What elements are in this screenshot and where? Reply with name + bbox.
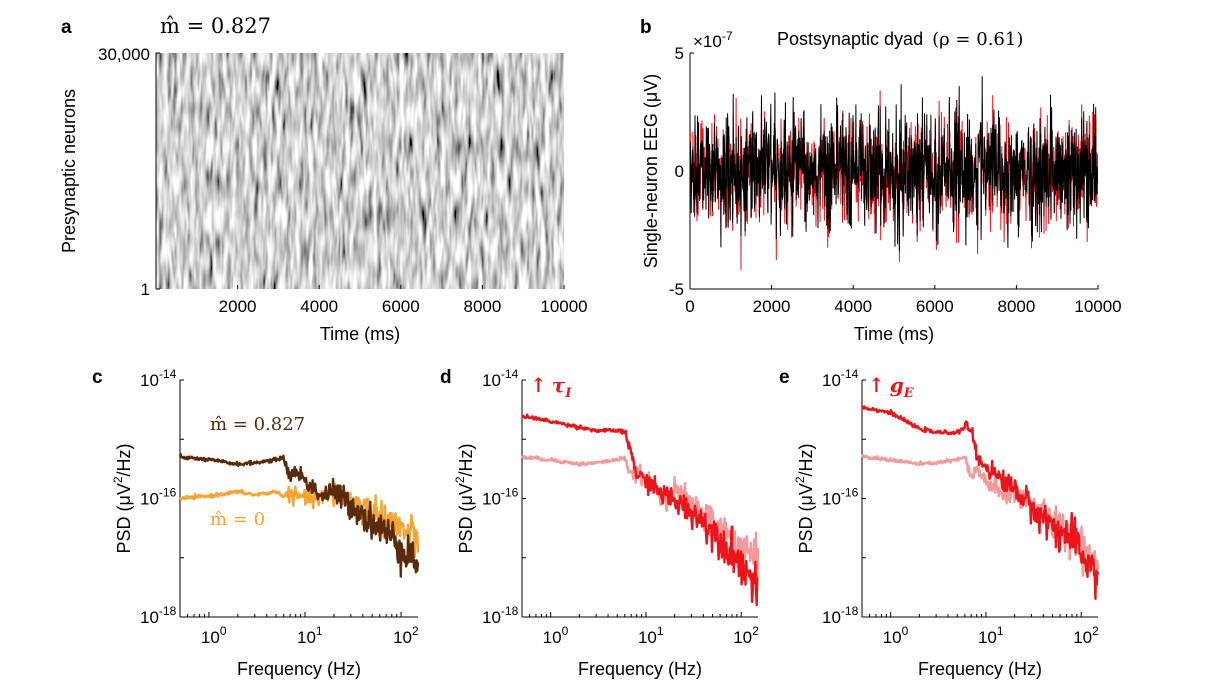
- panel-a-xtick-label: 10000: [540, 297, 587, 316]
- panel-a-title: m̂ = 0.827: [160, 14, 271, 38]
- panel-letter-d: d: [440, 367, 452, 388]
- psd-series-line: [178, 452, 420, 578]
- panel-b-traces: 0 2000 4000 6000 8000 10000-505 ×10-7 Postsyn…: [641, 29, 1122, 344]
- psd-ytick-label: 10-16: [140, 486, 177, 509]
- psd-xtick-label: 101: [638, 624, 664, 647]
- psd-xtick-label: 101: [297, 624, 323, 647]
- trace-black-neuron: [690, 76, 1098, 252]
- panel-letter-c: c: [92, 367, 103, 388]
- panel-b-xlabel: Time (ms): [854, 324, 934, 344]
- panel-b-ytick-label: 0: [675, 162, 684, 181]
- panel-b-xtick-label: 0: [685, 297, 694, 316]
- panel-a-xtick-label: 8000: [463, 297, 501, 316]
- psd-xtick-label: 100: [883, 624, 909, 647]
- psd-xlabel: Frequency (Hz): [578, 659, 702, 679]
- panel-a-raster: m̂ = 0.827 2000 4000 6000 8000 10000 30,000 …: [59, 14, 588, 344]
- psd-ytick-label: 10-14: [140, 367, 177, 390]
- panel-b-xtick-label: 4000: [834, 297, 872, 316]
- psd-series-line: [860, 405, 1100, 600]
- psd-ylabel: PSD (μV2/Hz): [453, 443, 476, 553]
- panel-a-ytick-top: 30,000: [98, 45, 150, 64]
- panel-a-xtick-label: 2000: [219, 297, 257, 316]
- psd-ytick-label: 10-14: [822, 367, 859, 390]
- panel-a-xtick-label: 4000: [300, 297, 338, 316]
- panel-b-xtick-label: 10000: [1074, 297, 1121, 316]
- panel-b-xtick-label: 6000: [916, 297, 954, 316]
- psd-ytick-label: 10-16: [482, 486, 519, 509]
- panel-b-ylabel: Single-neuron EEG (μV): [641, 74, 661, 268]
- panel-d-annotation: ↑ τI: [530, 373, 572, 401]
- psd-xtick-label: 102: [393, 624, 419, 647]
- psd-xtick-label: 102: [1073, 624, 1099, 647]
- panel-e-psd: 100 101 102 10-18 10-16 10-14 Frequency (Hz) PS…: [793, 367, 1100, 679]
- psd-series-line: [520, 413, 759, 607]
- panel-b-ytick-label: 5: [675, 44, 684, 63]
- raster-image: [156, 53, 564, 289]
- panel-a-xlabel: Time (ms): [320, 324, 400, 344]
- psd-xlabel: Frequency (Hz): [918, 659, 1042, 679]
- psd-ytick-label: 10-18: [822, 604, 859, 627]
- panel-a-ytick-bottom: 1: [141, 280, 150, 299]
- psd-ylabel: PSD (μV2/Hz): [111, 443, 134, 553]
- panel-b-xtick-label: 8000: [997, 297, 1035, 316]
- psd-xlabel: Frequency (Hz): [237, 659, 361, 679]
- panel-a-ylabel: Presynaptic neurons: [59, 89, 79, 253]
- psd-xtick-label: 101: [978, 624, 1004, 647]
- panel-b-xtick-label: 2000: [753, 297, 791, 316]
- panel-letter-a: a: [61, 17, 72, 38]
- psd-xtick-label: 100: [543, 624, 569, 647]
- panel-b-exponent: ×10-7: [693, 29, 733, 51]
- legend-label-m0827: m̂ = 0.827: [210, 414, 305, 435]
- psd-series-line: [860, 453, 1100, 577]
- panel-e-annotation: ↑ gE: [868, 373, 915, 401]
- psd-series-line: [520, 454, 760, 581]
- panel-letter-b: b: [640, 17, 652, 38]
- panel-c-psd: 100 101 102 10-18 10-16 10-14 Frequency (Hz) PS…: [111, 367, 420, 679]
- psd-xtick-label: 100: [201, 624, 227, 647]
- panel-letter-e: e: [779, 367, 790, 388]
- psd-ylabel: PSD (μV2/Hz): [793, 443, 816, 553]
- psd-ytick-label: 10-18: [482, 604, 519, 627]
- psd-ytick-label: 10-14: [482, 367, 519, 390]
- panel-b-title: Postsynaptic dyad (ρ = 0.61): [777, 29, 1023, 50]
- panel-d-psd: 100 101 102 10-18 10-16 10-14 Frequency (Hz) PS…: [453, 367, 760, 679]
- psd-xtick-label: 102: [733, 624, 759, 647]
- panel-b-ytick-label: -5: [669, 280, 684, 299]
- psd-ytick-label: 10-18: [140, 604, 177, 627]
- panel-a-xtick-label: 6000: [382, 297, 420, 316]
- legend-label-m0: m̂ = 0: [210, 509, 265, 530]
- psd-ytick-label: 10-16: [822, 486, 859, 509]
